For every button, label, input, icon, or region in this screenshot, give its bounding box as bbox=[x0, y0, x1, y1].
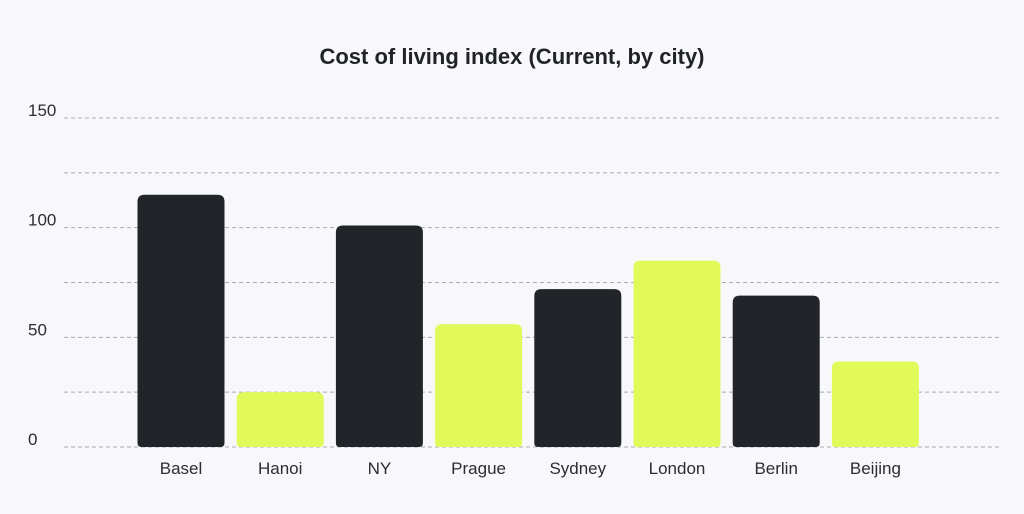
bar-beijing bbox=[831, 361, 919, 447]
bar-sydney bbox=[534, 289, 622, 447]
y-tick-label: 100 bbox=[28, 211, 56, 230]
chart-title: Cost of living index (Current, by city) bbox=[319, 44, 705, 69]
y-tick-label: 0 bbox=[28, 430, 37, 449]
y-tick-label: 50 bbox=[28, 320, 47, 339]
x-tick-label: Basel bbox=[160, 459, 203, 478]
x-tick-label: NY bbox=[368, 459, 392, 478]
x-tick-label: Sydney bbox=[549, 459, 606, 478]
x-tick-label: London bbox=[649, 459, 706, 478]
x-tick-label: Prague bbox=[451, 459, 506, 478]
bar-basel bbox=[137, 194, 225, 447]
x-tick-label: Hanoi bbox=[258, 459, 302, 478]
x-tick-label: Beijing bbox=[850, 459, 901, 478]
bar-london bbox=[633, 260, 721, 447]
y-tick-label: 150 bbox=[28, 101, 56, 120]
x-tick-label: Berlin bbox=[754, 459, 797, 478]
bar-ny bbox=[335, 225, 423, 447]
bar-berlin bbox=[732, 295, 820, 447]
bar-hanoi bbox=[236, 392, 324, 447]
bar-prague bbox=[435, 324, 523, 447]
